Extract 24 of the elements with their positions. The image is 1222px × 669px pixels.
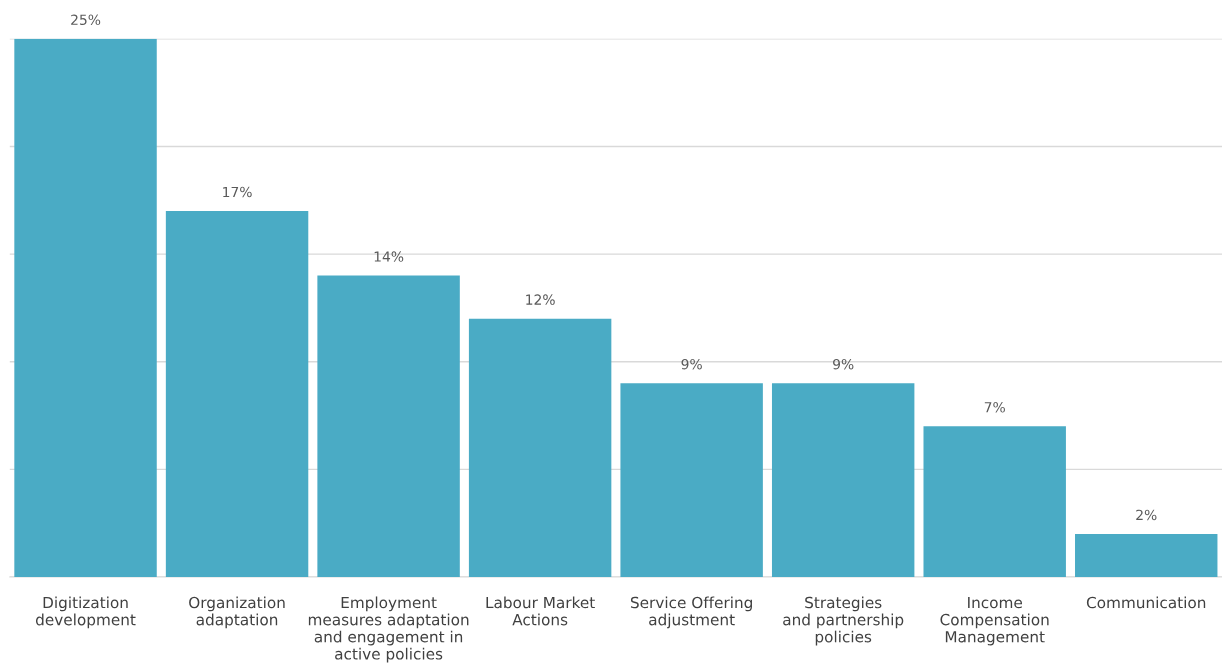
- x-tick-label: Strategies and partnership policies: [783, 596, 904, 646]
- bar: [468, 318, 612, 578]
- bar: [923, 426, 1066, 578]
- data-label: 9%: [681, 358, 702, 370]
- bar: [165, 211, 309, 578]
- x-tick-label: Organization adaptation: [189, 596, 285, 629]
- data-label: 12%: [526, 294, 555, 305]
- data-label: 14%: [374, 251, 404, 262]
- x-tick-label: Communication: [1086, 596, 1206, 609]
- data-label: 7%: [984, 402, 1005, 413]
- bar: [14, 38, 157, 578]
- bar: [771, 383, 915, 578]
- x-tick-label: Digitization development: [35, 596, 136, 629]
- bar: [1075, 533, 1218, 578]
- x-tick-label: Service Offering adjustment: [630, 596, 752, 629]
- data-label: 17%: [223, 186, 252, 198]
- data-label: 2%: [1136, 509, 1157, 521]
- x-tick-label: Income Compensation Management: [940, 596, 1049, 646]
- x-tick-label: Labour Market Actions: [486, 596, 595, 626]
- bar: [317, 275, 460, 578]
- data-label: 25%: [71, 14, 101, 25]
- bar: [620, 383, 763, 578]
- data-label: 9%: [833, 358, 854, 370]
- x-tick-label: Employment measures adaptation and engagement in active policies: [308, 596, 469, 663]
